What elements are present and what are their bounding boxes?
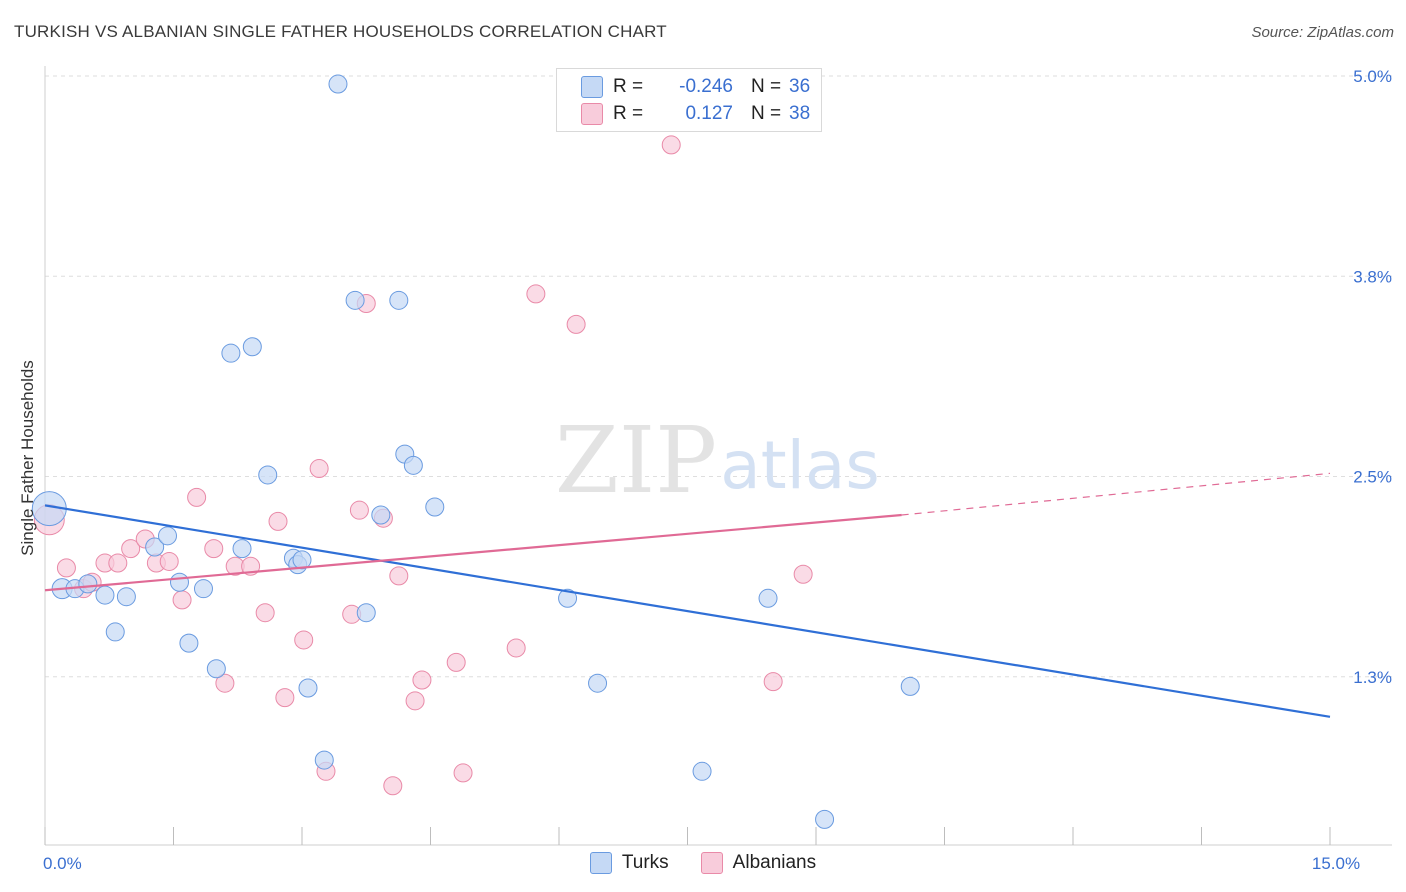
n-value: 38 [789,103,811,124]
turks-point[interactable] [221,343,241,363]
legend-item-turks[interactable]: Turks [589,852,669,874]
watermark-atlas: atlas [720,427,880,504]
turks-point[interactable] [105,622,125,642]
turks-points [31,74,920,829]
turks-point[interactable] [900,676,920,696]
albanians-point[interactable] [453,763,473,783]
turks-swatch [589,852,612,874]
turks-point[interactable] [298,678,318,698]
turks-point[interactable] [692,761,712,781]
grid-lines [45,75,1392,678]
albanians-point[interactable] [309,459,329,479]
turks-point[interactable] [232,539,252,559]
source-label: Source: ZipAtlas.com [1251,24,1394,41]
turks-point[interactable] [292,550,312,570]
watermark-zip: ZIP [555,407,717,514]
turks-point[interactable] [345,290,365,310]
turks-point[interactable] [558,588,578,608]
turks-point[interactable] [242,337,262,357]
turks-point[interactable] [588,673,608,693]
albanians-point[interactable] [405,691,425,711]
turks-point[interactable] [425,497,445,517]
x-tick-label: 15.0% [1312,854,1360,873]
albanians-point[interactable] [383,776,403,796]
albanians-point[interactable] [56,558,76,578]
albanians-point[interactable] [275,688,295,708]
watermark: ZIP atlas [555,407,880,514]
albanians-swatch [700,852,723,874]
legend-label: Albanians [732,852,817,873]
trend-lines [44,472,1331,718]
albanians-point[interactable] [412,670,432,690]
albanians-point[interactable] [446,652,466,672]
r-value: -0.246 [679,76,733,97]
y-tick-label: 1.3% [1353,668,1392,687]
turks-point[interactable] [116,587,136,607]
turks-trend-line [44,504,1331,718]
albanians-trend-line [44,513,902,592]
y-tick-label: 3.8% [1353,267,1392,286]
turks-point[interactable] [78,574,98,594]
albanians-point[interactable] [159,551,179,571]
albanians-point[interactable] [526,284,546,304]
turks-point[interactable] [314,750,334,770]
x-tick-label: 0.0% [43,854,82,873]
albanians-point[interactable] [268,511,288,531]
albanians-point[interactable] [763,672,783,692]
turks-point[interactable] [356,603,376,623]
albanians-point[interactable] [294,630,314,650]
albanians-trend-line-extension [901,472,1331,516]
legend-label: Turks [621,852,669,873]
albanians-point[interactable] [389,566,409,586]
turks-point[interactable] [258,465,278,485]
turks-point[interactable] [193,579,213,599]
albanians-point[interactable] [506,638,526,658]
albanians-point[interactable] [172,590,192,610]
turks-point[interactable] [403,455,423,475]
series-legend: Turks Albanians [0,852,1406,874]
turks-swatch [581,76,603,98]
stats-legend: R = -0.246 N = 36 R = 0.127 N = 38 [556,68,822,132]
turks-point[interactable] [158,526,178,546]
r-value: 0.127 [685,103,733,124]
turks-point[interactable] [389,290,409,310]
turks-point[interactable] [328,74,348,94]
n-label: N = [751,76,782,97]
chart-title: TURKISH VS ALBANIAN SINGLE FATHER HOUSEH… [14,22,667,41]
albanians-point[interactable] [121,539,141,559]
turks-point[interactable] [371,505,391,525]
albanians-point[interactable] [661,135,681,155]
tick-labels: 1.3% 2.5% 3.8% 5.0% 0.0% 15.0% [43,67,1392,873]
albanians-point[interactable] [255,603,275,623]
turks-point[interactable] [179,633,199,653]
albanians-swatch [581,103,603,125]
albanians-point[interactable] [204,539,224,559]
legend-item-albanians[interactable]: Albanians [700,852,817,874]
turks-point[interactable] [758,588,778,608]
albanians-point[interactable] [349,500,369,520]
albanians-point[interactable] [108,553,128,573]
turks-point[interactable] [206,659,226,679]
turks-point[interactable] [145,537,165,557]
r-label: R = [613,76,644,97]
albanians-point[interactable] [793,564,813,584]
albanians-point[interactable] [566,314,586,334]
turks-point[interactable] [815,809,835,829]
turks-point[interactable] [169,572,189,592]
albanians-point[interactable] [187,487,207,507]
n-label: N = [751,103,782,124]
y-tick-label: 2.5% [1353,468,1392,487]
r-label: R = [613,103,644,124]
legend-row-turks: R = -0.246 N = 36 [581,74,810,100]
albanians-point[interactable] [215,673,235,693]
legend-row-albanians: R = 0.127 N = 38 [581,101,810,127]
y-axis-label: Single Father Households [18,360,37,556]
n-value: 36 [789,76,811,97]
turks-point[interactable] [95,585,115,605]
y-tick-label: 5.0% [1353,67,1392,86]
axes [44,66,1392,846]
